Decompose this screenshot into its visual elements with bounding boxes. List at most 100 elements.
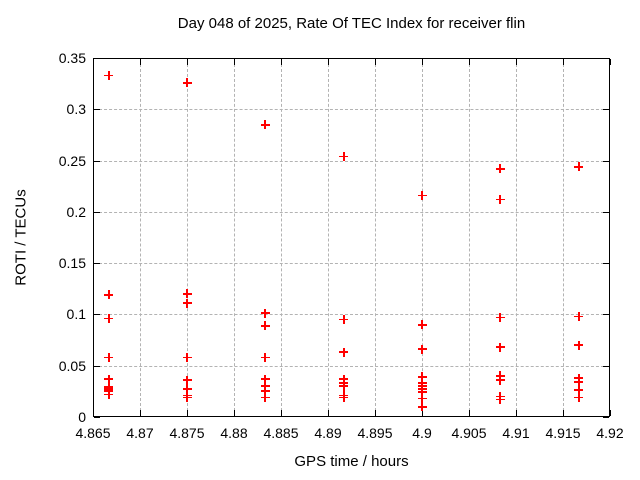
marker-vbar [499, 395, 501, 405]
grid-line-vertical [281, 59, 282, 416]
marker-vbar [264, 120, 266, 130]
marker-vbar [186, 375, 188, 385]
marker-vbar [186, 78, 188, 88]
x-tick-mark [563, 410, 564, 416]
x-tick-mark [422, 59, 423, 65]
data-point-marker [104, 353, 114, 362]
data-point-marker [574, 385, 584, 395]
x-tick-mark [563, 59, 564, 65]
y-tick-mark [603, 263, 609, 265]
x-tick-mark [187, 410, 188, 416]
marker-vbar [343, 393, 345, 402]
grid-line-vertical [234, 59, 235, 416]
grid-line-vertical [328, 59, 329, 416]
x-tick-mark [375, 59, 376, 65]
x-tick-label: 4.905 [451, 425, 487, 441]
marker-vbar [578, 393, 580, 402]
marker-vbar [108, 374, 110, 384]
y-tick-mark [94, 263, 100, 265]
y-tick-mark [603, 58, 609, 59]
data-point-marker [495, 375, 505, 385]
grid-line-horizontal [94, 160, 609, 162]
x-tick-label: 4.9 [412, 425, 432, 441]
x-tick-mark [328, 59, 329, 65]
data-point-marker [260, 381, 270, 391]
marker-vbar [343, 347, 345, 357]
x-tick-label: 4.895 [357, 425, 393, 441]
data-point-marker [104, 70, 114, 80]
marker-vbar [421, 372, 423, 382]
data-point-marker [417, 394, 427, 404]
data-point-marker [260, 353, 270, 362]
y-tick-label: 0.05 [58, 357, 86, 374]
data-point-marker [417, 387, 427, 397]
y-tick-label: 0.1 [66, 306, 86, 323]
marker-vbar [186, 298, 188, 308]
chart-title: Day 048 of 2025, Rate Of TEC Index for r… [177, 15, 526, 32]
data-point-marker [339, 347, 349, 357]
y-tick-mark [94, 417, 100, 418]
marker-vbar [421, 387, 423, 397]
x-tick-mark [93, 410, 94, 416]
x-tick-mark [187, 59, 188, 65]
data-point-marker [495, 342, 505, 352]
x-tick-mark [234, 410, 235, 416]
marker-vbar [499, 375, 501, 385]
data-point-marker [339, 381, 349, 391]
marker-vbar [343, 151, 345, 161]
marker-vbar [499, 313, 501, 322]
data-point-marker [104, 389, 114, 399]
x-tick-mark [610, 59, 611, 65]
x-tick-mark [234, 59, 235, 65]
data-point-marker [574, 311, 584, 321]
grid-line-horizontal [94, 314, 609, 316]
data-point-marker [339, 151, 349, 161]
data-point-marker [182, 353, 192, 362]
marker-vbar [264, 353, 266, 362]
data-point-marker [417, 344, 427, 354]
grid-line-vertical [422, 59, 423, 416]
y-tick-label: 0.15 [58, 255, 86, 272]
y-tick-label: 0 [78, 409, 86, 425]
marker-vbar [578, 385, 580, 395]
marker-vbar [108, 389, 110, 399]
data-point-marker [495, 395, 505, 405]
data-point-marker [574, 340, 584, 350]
y-tick-label: 0.2 [66, 203, 86, 220]
data-point-marker [260, 321, 270, 331]
x-tick-mark [93, 59, 94, 65]
x-tick-mark [140, 59, 141, 65]
data-point-marker [182, 375, 192, 385]
data-point-marker [495, 313, 505, 322]
marker-vbar [421, 190, 423, 200]
y-tick-mark [94, 314, 100, 316]
x-tick-mark [516, 410, 517, 416]
data-point-marker [104, 290, 114, 300]
x-tick-label: 4.92 [596, 425, 624, 441]
grid-line-vertical [516, 59, 517, 416]
x-tick-label: 4.865 [75, 425, 111, 441]
y-tick-mark [94, 109, 100, 111]
y-tick-label: 0.3 [66, 101, 86, 118]
marker-vbar [186, 353, 188, 362]
data-point-marker [104, 314, 114, 324]
marker-vbar [578, 311, 580, 321]
x-tick-label: 4.875 [169, 425, 205, 441]
marker-vbar [108, 353, 110, 362]
data-point-marker [104, 374, 114, 384]
marker-vbar [421, 344, 423, 354]
marker-vbar [186, 393, 188, 402]
grid-line-vertical [563, 59, 564, 416]
data-point-marker [260, 120, 270, 130]
marker-vbar [421, 320, 423, 330]
marker-vbar [578, 340, 580, 350]
marker-vbar [264, 393, 266, 402]
x-tick-mark [140, 410, 141, 416]
data-point-marker [260, 374, 270, 384]
data-point-marker [417, 402, 427, 412]
marker-vbar [108, 70, 110, 80]
x-tick-mark [375, 410, 376, 416]
marker-vbar [421, 394, 423, 404]
data-point-marker [182, 393, 192, 402]
